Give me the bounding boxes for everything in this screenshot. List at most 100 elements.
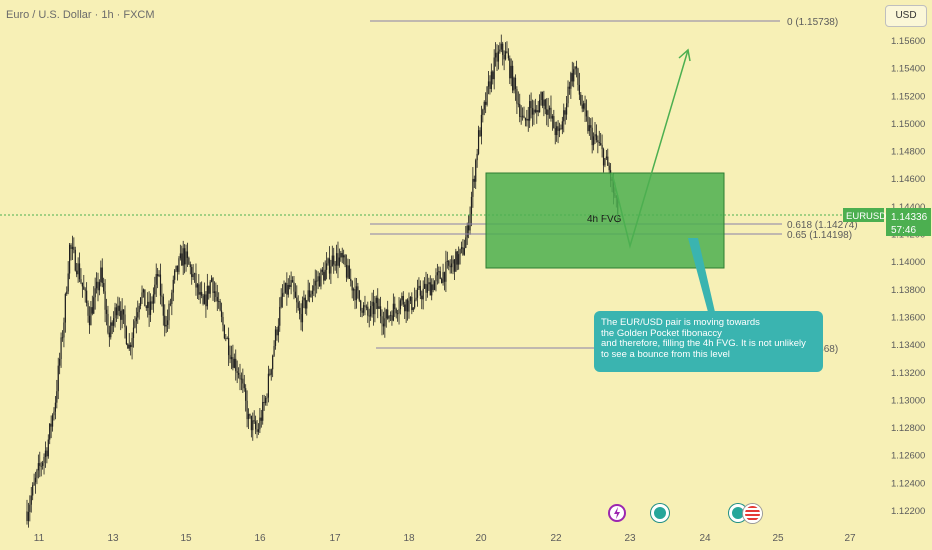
lightning-event-icon[interactable]: [608, 504, 626, 522]
candle-body: [95, 281, 98, 289]
candle-body: [182, 248, 184, 266]
candle-body: [260, 417, 262, 421]
candle-body: [233, 358, 235, 368]
candle-body: [597, 140, 599, 143]
candle-body: [533, 109, 535, 115]
projection-arrow[interactable]: [611, 48, 691, 249]
candle-body: [188, 257, 190, 265]
us-flag-event-icon[interactable]: [743, 504, 762, 523]
candle-body: [240, 378, 243, 380]
candle-body: [228, 337, 230, 356]
candle-body: [125, 327, 127, 345]
candle-body: [266, 397, 268, 399]
candle-body: [482, 109, 484, 115]
candle-body: [149, 301, 152, 315]
callout-line-1: The EUR/USD pair is moving towards: [601, 317, 760, 328]
candle-body: [534, 109, 536, 113]
candle-body: [391, 315, 393, 321]
candle-body: [169, 303, 172, 305]
candle-body: [348, 265, 350, 279]
candle-body: [148, 301, 150, 315]
candle-body: [216, 296, 218, 302]
x-tick-label: 20: [475, 533, 487, 544]
y-tick-label: 1.14600: [891, 174, 925, 185]
candle-body: [485, 101, 487, 105]
candle-body: [243, 383, 245, 389]
candle-body: [74, 249, 76, 271]
candle-body: [502, 43, 504, 55]
candle-body: [236, 371, 238, 373]
candle-body: [453, 259, 456, 272]
candle-body: [294, 291, 296, 298]
candle-body: [211, 278, 213, 282]
price-axis[interactable]: 1.12200 1.12400 1.12600 1.12800 1.13000 1.132…: [891, 36, 925, 517]
candle-body: [151, 301, 153, 304]
candle-body: [229, 355, 231, 360]
candle-body: [439, 271, 441, 279]
candle-body: [605, 156, 607, 159]
callout-note[interactable]: The EUR/USD pair is moving towards the G…: [594, 311, 823, 372]
candle-body: [201, 292, 203, 296]
x-tick-label: 23: [624, 533, 636, 544]
time-axis[interactable]: 11 13 15 16 17 18 20 22 23 24 25 27: [34, 533, 856, 544]
candle-body: [256, 429, 258, 432]
candle-body: [47, 439, 49, 457]
candle-body: [574, 66, 576, 70]
currency-button[interactable]: USD: [885, 5, 927, 27]
candle-body: [426, 284, 429, 293]
candle-body: [608, 165, 610, 171]
candle-body: [103, 283, 105, 292]
candle-body: [600, 143, 602, 145]
candle-body: [353, 289, 355, 291]
candle-body: [128, 344, 130, 349]
candle-body: [93, 297, 95, 314]
candle-body: [372, 301, 375, 315]
candle-body: [124, 314, 126, 328]
candle-body: [419, 285, 421, 296]
candle-body: [388, 316, 390, 319]
candle-body: [186, 251, 189, 258]
teal-event-icon[interactable]: [651, 504, 669, 522]
candle-body: [132, 327, 135, 339]
candle-body: [270, 369, 272, 375]
candle-body: [333, 255, 335, 265]
candle-body: [178, 258, 180, 272]
candle-body: [595, 134, 598, 141]
candle-body: [377, 297, 379, 309]
candle-body: [495, 52, 497, 58]
candle-body: [489, 81, 491, 89]
candle-body: [563, 110, 565, 122]
candle-body: [425, 283, 427, 293]
candle-body: [486, 86, 488, 105]
candle-body: [345, 264, 348, 278]
candle-body: [402, 295, 404, 305]
candle-body: [326, 263, 328, 270]
candle-body: [487, 81, 490, 87]
candle-body: [144, 289, 146, 307]
candle-body: [303, 297, 305, 301]
fvg-zone[interactable]: [485, 172, 725, 269]
candle-body: [215, 291, 217, 297]
candle-body: [242, 378, 244, 384]
candle-body: [324, 269, 326, 281]
candle-body: [307, 290, 309, 301]
candle-body: [273, 345, 275, 356]
x-tick-label: 16: [254, 533, 266, 544]
candle-body: [317, 276, 319, 282]
candle-body: [573, 69, 575, 82]
price-tag-value: 1.14336: [891, 212, 928, 223]
candle-body: [351, 281, 353, 291]
candle-body: [519, 103, 521, 117]
x-tick-label: 18: [403, 533, 415, 544]
candle-body: [360, 300, 362, 311]
candle-body: [514, 77, 517, 90]
candle-body: [370, 305, 372, 317]
candle-body: [530, 101, 532, 109]
candle-body: [421, 295, 423, 300]
candle-body: [408, 300, 410, 312]
candle-body: [301, 300, 304, 323]
candle-body: [592, 136, 595, 146]
candle-body: [591, 127, 593, 146]
candle-body: [443, 272, 446, 282]
